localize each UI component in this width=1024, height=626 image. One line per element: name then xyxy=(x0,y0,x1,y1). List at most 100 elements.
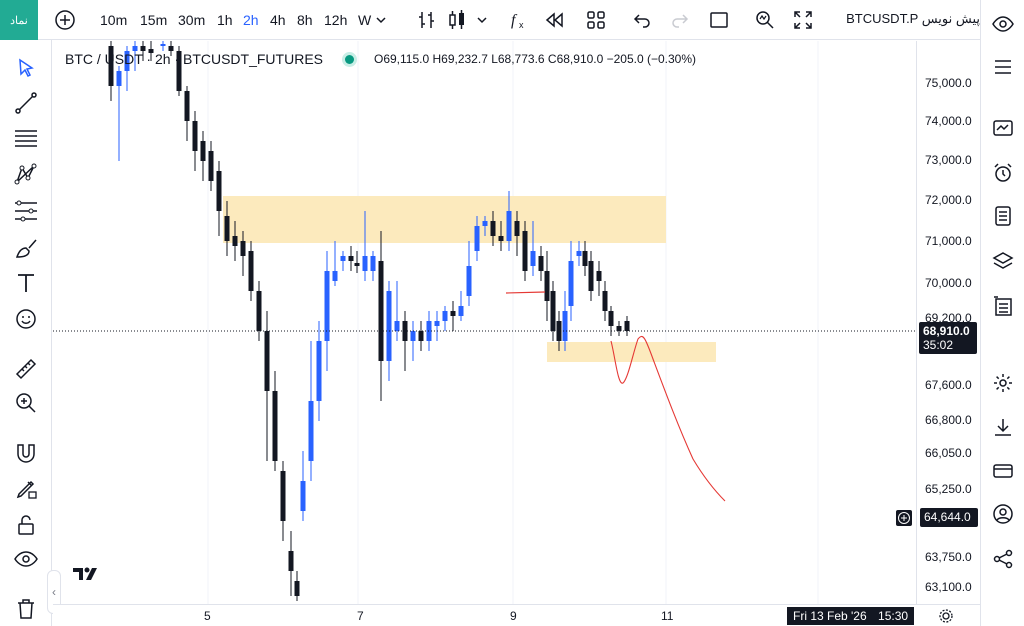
share-icon[interactable] xyxy=(992,548,1014,570)
collapse-toolbar-handle[interactable]: ‹ xyxy=(47,570,61,614)
interval-10m[interactable]: 10m xyxy=(100,12,128,28)
menu-icon[interactable] xyxy=(992,56,1014,78)
candle-body xyxy=(288,551,294,571)
fullscreen-box-icon[interactable] xyxy=(708,9,730,31)
time-label: 7 xyxy=(357,609,364,623)
supply-zone[interactable] xyxy=(223,196,666,243)
candle-body xyxy=(506,211,512,241)
unlock-icon[interactable] xyxy=(13,512,39,538)
expand-icon[interactable] xyxy=(792,9,814,31)
add-symbol-icon[interactable] xyxy=(54,9,76,31)
replay-icon[interactable] xyxy=(543,9,565,31)
interval-2h[interactable]: 2h xyxy=(243,12,259,28)
settings-icon[interactable] xyxy=(992,372,1014,394)
candle-body xyxy=(588,261,594,291)
price-label: 74,000.0 xyxy=(925,114,972,128)
card-icon[interactable] xyxy=(992,460,1014,482)
cursor-icon[interactable] xyxy=(13,55,39,81)
crosshair-clock: 15:30 xyxy=(878,609,909,623)
interval-4h[interactable]: 4h xyxy=(270,12,286,28)
time-label: 11 xyxy=(661,609,674,623)
watchlist-icon[interactable] xyxy=(992,13,1014,35)
candle-body xyxy=(624,321,630,331)
candle-chart-type-icon[interactable] xyxy=(446,9,468,31)
candle-body xyxy=(466,266,472,296)
time-label: 5 xyxy=(204,609,211,623)
candle-body xyxy=(530,251,536,266)
candle-body xyxy=(232,236,238,246)
trendline-icon[interactable] xyxy=(13,90,39,116)
symbol-name[interactable]: BTCUSDT.P پیش نویس xyxy=(846,11,980,26)
candle-body xyxy=(300,481,306,511)
bar-chart-type-icon[interactable] xyxy=(416,9,438,31)
interval-12h[interactable]: 12h xyxy=(324,12,348,28)
time-label: 9 xyxy=(510,609,517,623)
interval-15m[interactable]: 15m xyxy=(140,12,168,28)
account-icon[interactable] xyxy=(992,503,1014,525)
ruler-icon[interactable] xyxy=(13,356,39,382)
interval-week[interactable]: W xyxy=(358,12,372,28)
legend-symbol[interactable]: BTC / USDT · 2h · BTCUSDT_FUTURES xyxy=(65,51,323,67)
time-axis[interactable]: 5 7 9 11 Fri 13 Feb '26 15:30 xyxy=(53,604,980,626)
candle-body xyxy=(544,271,550,301)
candle-body xyxy=(316,341,322,401)
crosshair-date: Fri 13 Feb '26 xyxy=(793,609,867,623)
brush-icon[interactable] xyxy=(13,235,39,261)
redo-icon[interactable] xyxy=(669,9,691,31)
candle-body xyxy=(184,91,190,121)
chevron-down-icon[interactable] xyxy=(375,9,387,31)
candle-body xyxy=(550,291,556,331)
bar-countdown: 35:02 xyxy=(923,338,954,352)
candle-body xyxy=(394,321,400,331)
emoji-icon[interactable] xyxy=(13,306,39,332)
demand-zone[interactable] xyxy=(547,342,716,362)
text-icon[interactable] xyxy=(13,270,39,296)
notes-icon[interactable] xyxy=(992,205,1014,227)
add-alert-plus-icon[interactable] xyxy=(896,510,912,526)
candle-body xyxy=(332,271,338,281)
layers-icon[interactable] xyxy=(992,250,1014,272)
chevron-down-icon[interactable] xyxy=(476,9,488,31)
fib-icon[interactable] xyxy=(13,125,39,151)
chart-canvas[interactable]: BTC / USDT · 2h · BTCUSDT_FUTURES O69,11… xyxy=(53,41,916,604)
candle-body xyxy=(148,49,154,53)
current-price-tag: 68,910.0 35:02 xyxy=(919,322,977,354)
svg-text:f: f xyxy=(511,12,518,29)
price-chart[interactable] xyxy=(53,41,916,604)
candle-body xyxy=(116,71,122,86)
eye-icon[interactable] xyxy=(13,546,39,572)
pattern-icon[interactable] xyxy=(13,162,39,188)
magnet-icon[interactable] xyxy=(13,440,39,466)
price-axis[interactable]: 75,000.0 74,000.0 73,000.0 72,000.0 71,0… xyxy=(916,41,980,604)
interval-8h[interactable]: 8h xyxy=(297,12,313,28)
alarm-icon[interactable] xyxy=(992,162,1014,184)
interval-1h[interactable]: 1h xyxy=(217,12,233,28)
object-tree-icon[interactable] xyxy=(992,295,1014,317)
svg-text:x: x xyxy=(519,20,524,30)
candle-body xyxy=(498,236,504,241)
candle-body xyxy=(280,471,286,521)
quick-search-icon[interactable] xyxy=(754,9,776,31)
symbol-tab[interactable]: نماد xyxy=(0,0,38,40)
tradingview-logo-icon[interactable] xyxy=(73,566,101,582)
download-icon[interactable] xyxy=(992,416,1014,438)
candle-body xyxy=(576,251,582,256)
zoom-icon[interactable] xyxy=(13,390,39,416)
undo-icon[interactable] xyxy=(631,9,653,31)
projection-icon[interactable] xyxy=(13,198,39,224)
red-projection-path[interactable] xyxy=(610,335,726,502)
candle-body xyxy=(602,291,608,311)
price-label: 75,000.0 xyxy=(925,76,972,90)
templates-icon[interactable] xyxy=(585,9,607,31)
chart-settings-icon[interactable] xyxy=(938,608,954,624)
interval-30m[interactable]: 30m xyxy=(178,12,206,28)
red-drawing-line[interactable] xyxy=(505,291,546,294)
price-label: 69,200.0 xyxy=(925,311,972,325)
candle-body xyxy=(442,311,448,321)
lock-drawing-icon[interactable] xyxy=(13,476,39,502)
trash-icon[interactable] xyxy=(13,596,39,622)
candle-body xyxy=(132,46,138,51)
chart-layout-icon[interactable] xyxy=(992,118,1014,140)
